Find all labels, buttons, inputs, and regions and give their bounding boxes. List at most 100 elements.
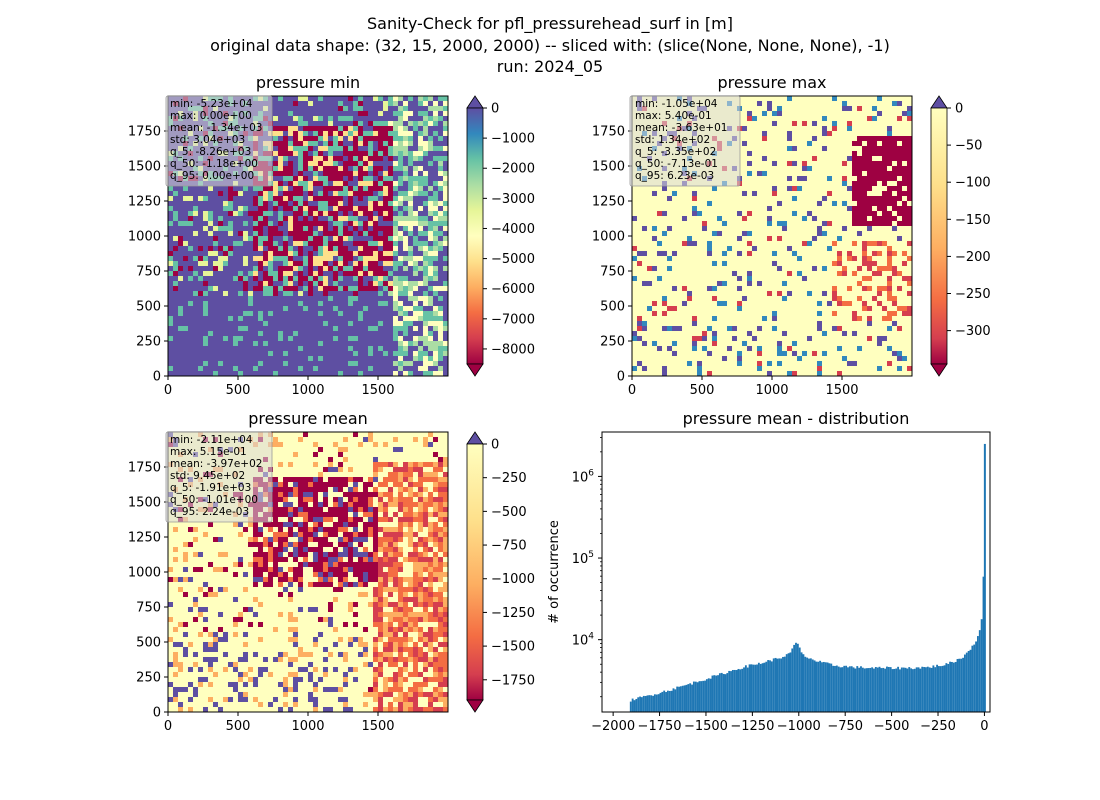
histogram-bar	[852, 667, 855, 712]
colorbar-tick-label: −1750	[491, 673, 535, 688]
x-tick-label: 500	[690, 383, 715, 398]
panel-pressure-mean: pressure mean 0 500 1000 1500 0 250 500 750 1000…	[128, 409, 535, 734]
histogram-bar	[644, 696, 647, 712]
histogram-bar	[787, 653, 790, 712]
histogram-bar	[882, 667, 885, 712]
y-tick-label: 1000	[128, 566, 161, 581]
histogram-bar	[912, 669, 914, 712]
histogram-bar	[869, 667, 872, 712]
histogram-bar	[819, 660, 822, 712]
histogram-bar	[867, 668, 870, 712]
histogram-bar	[715, 675, 718, 712]
x-tick-label: −2000	[591, 719, 635, 734]
colorbar: 0 −1000 −2000 −3000 −4000 −5000 −6000 −7000 −800…	[466, 95, 535, 377]
histogram-bar	[967, 650, 970, 712]
x-tick-label: 0	[980, 719, 988, 734]
histogram-bar	[839, 667, 842, 712]
x-tick-label: −750	[827, 719, 863, 734]
colorbar-tick-label: −7000	[491, 312, 535, 327]
stat-mean: mean: -3.63e+01	[635, 122, 727, 134]
histogram-bar	[646, 695, 649, 712]
x-tick-label: −1250	[730, 719, 774, 734]
histogram-bar	[841, 667, 844, 712]
histogram-bar	[919, 668, 922, 712]
x-tick-label: −500	[874, 719, 910, 734]
x-tick-label: 1500	[361, 719, 394, 734]
histogram-bar	[887, 666, 890, 712]
histogram-bar	[873, 668, 875, 712]
histogram-bar	[642, 695, 645, 712]
colorbar-gradient	[466, 443, 484, 701]
histogram-bar	[728, 670, 731, 712]
histogram-bar	[769, 660, 771, 712]
y-tick-label: 1500	[128, 496, 161, 511]
stat-min: min: -1.05e+04	[635, 98, 718, 110]
histogram-bar	[730, 671, 732, 712]
histogram-bar	[971, 645, 974, 712]
histogram-bar	[704, 680, 706, 712]
histogram-bar	[956, 658, 959, 712]
histogram-bar	[692, 681, 695, 712]
histogram-bar	[815, 661, 818, 712]
histogram-bar	[676, 686, 679, 712]
histogram-bar	[837, 666, 840, 712]
histogram-bar	[674, 689, 677, 712]
histogram-bar	[748, 664, 751, 712]
histogram-bar	[874, 666, 877, 712]
y-tick-label: 1750	[592, 125, 625, 140]
histogram-bar	[761, 663, 764, 712]
colorbar-extend-top	[930, 95, 948, 109]
histogram-bar	[754, 664, 757, 712]
histogram-bar	[845, 665, 848, 712]
histogram-bar	[945, 663, 948, 712]
histogram-bar	[782, 656, 784, 712]
histogram-bar	[982, 576, 985, 712]
histogram-bar	[741, 668, 744, 712]
colorbar-extend-bottom	[930, 363, 948, 377]
stats-box: min: -5.23e+04 max: 0.00e+00 mean: -1.34…	[165, 95, 273, 187]
x-tick-label: 0	[164, 383, 172, 398]
y-tick-label: 500	[136, 636, 161, 651]
histogram-bar	[806, 657, 809, 712]
y-tick-label: 1000	[128, 230, 161, 245]
y-tick-label: 1250	[592, 195, 625, 210]
histogram-bar	[661, 691, 664, 712]
histogram-bar	[757, 662, 760, 712]
histogram-bar	[828, 663, 831, 712]
histogram-bar	[683, 685, 686, 712]
histogram-bar	[895, 668, 898, 712]
histogram-bar	[900, 667, 903, 712]
y-tick-label: 0	[617, 370, 625, 385]
histogram-bar	[939, 666, 942, 712]
histogram-bar	[954, 661, 957, 712]
histogram-bar	[750, 664, 753, 712]
colorbar-tick-label: 0	[955, 102, 963, 117]
histogram-bar	[694, 681, 697, 712]
histogram-bar	[813, 660, 816, 712]
colorbar-tick-label: 0	[491, 102, 499, 117]
x-tick-label: 1000	[291, 719, 324, 734]
colorbar-tick-label: −5000	[491, 252, 535, 267]
histogram-bar	[763, 662, 766, 712]
y-tick-label: 0	[153, 370, 161, 385]
histogram-bar	[685, 684, 688, 712]
histogram-bar	[681, 685, 684, 712]
histogram-bar	[678, 686, 680, 712]
histogram-bar	[856, 666, 859, 712]
histogram-bar	[752, 664, 755, 712]
colorbar-tick-label: −1500	[491, 640, 535, 655]
histogram-bar	[718, 673, 721, 712]
histogram-bar	[910, 668, 913, 712]
axis-ticks: 0 500 1000 1500 0 250 500 750 1000 1250 1500 1750	[592, 125, 859, 399]
colorbar-extend-top	[466, 95, 484, 109]
y-tick-label: 750	[136, 601, 161, 616]
histogram-bar	[876, 667, 879, 712]
y-tick-label: 1750	[128, 461, 161, 476]
y-tick-label: 500	[136, 300, 161, 315]
histogram-bar	[759, 663, 762, 712]
histogram-bar	[926, 666, 929, 712]
histogram-bar	[776, 658, 779, 712]
histogram-bar	[640, 697, 643, 712]
stat-q95: q_95: 6.23e-03	[635, 170, 714, 182]
colorbar-tick-label: −2000	[491, 162, 535, 177]
